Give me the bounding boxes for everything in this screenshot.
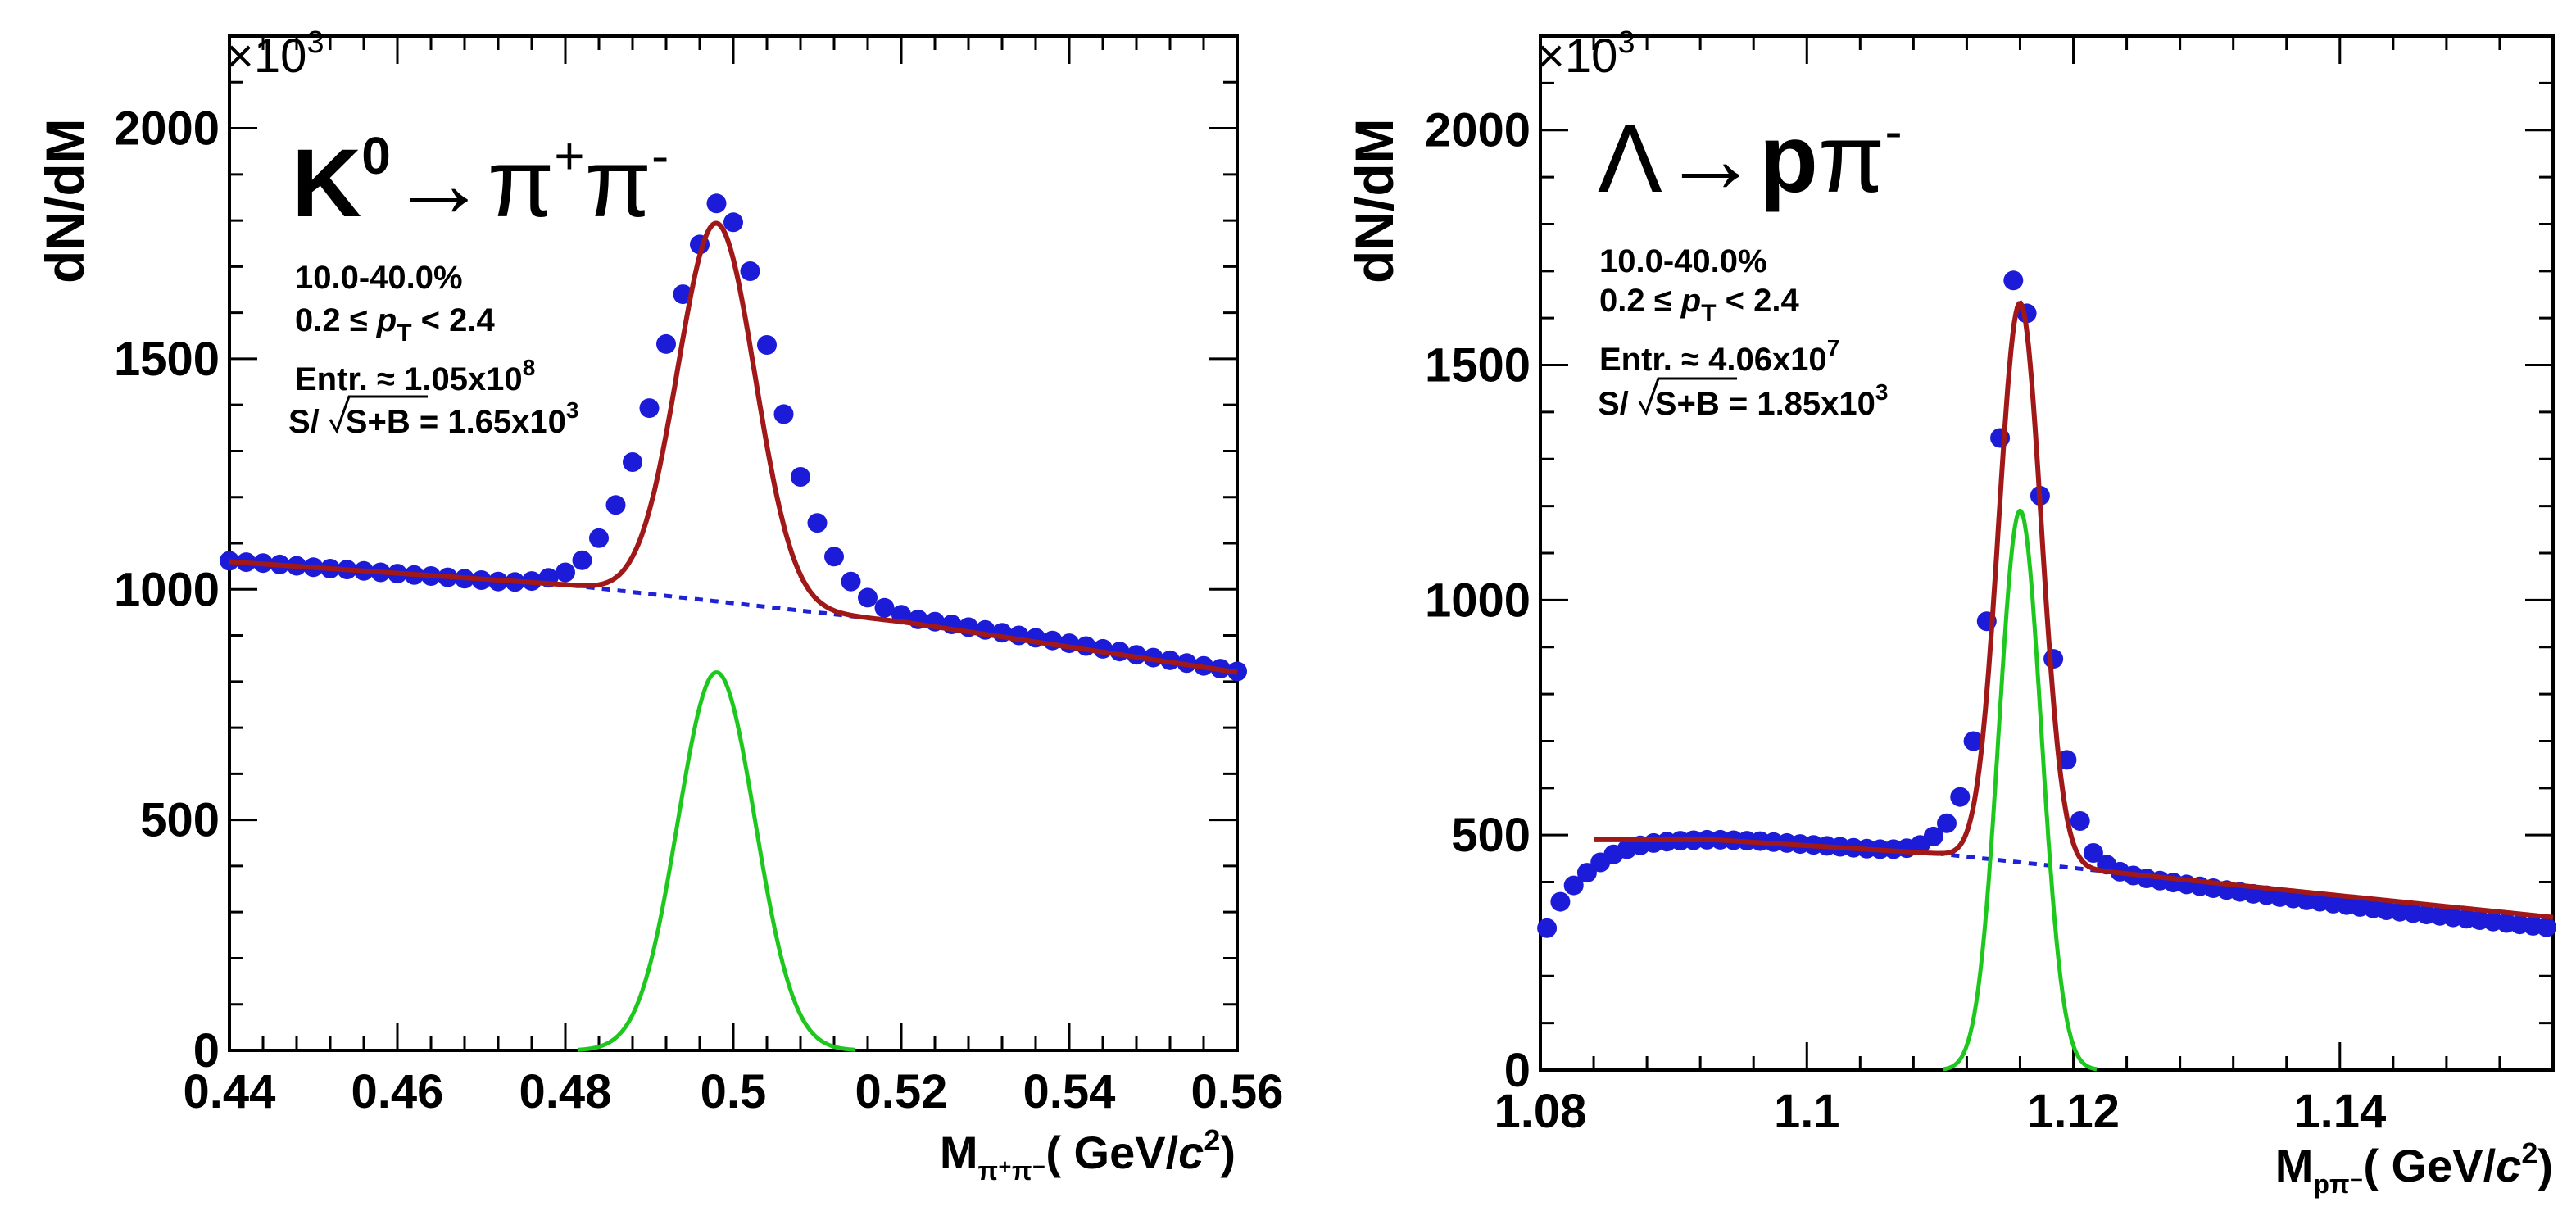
y-tick-label: 0: [1504, 1044, 1531, 1097]
significance-label: S/S+B = 1.85x103: [1598, 377, 1889, 422]
y-tick-label: 0: [193, 1024, 220, 1077]
fit-curves: [229, 560, 1238, 1052]
data-point: [639, 398, 660, 419]
y-tick-label: 1500: [114, 333, 220, 386]
data-point: [572, 550, 592, 570]
data-point: [791, 467, 810, 487]
x-tick-labels: 1.08 1.1 1.12 1.14: [1494, 1085, 2387, 1138]
centrality-label: 10.0-40.0%: [1599, 243, 1767, 279]
y-tick-label: 1500: [1425, 339, 1531, 392]
x-tick-label: 1.12: [2027, 1085, 2120, 1138]
y-multiplier: ×103: [226, 25, 324, 83]
panel-lambda: 1.08 1.1 1.12 1.14 0 500 1000 1500 2000 ×103 dN…: [1344, 25, 2556, 1199]
entries-label: Entr. ≈ 1.05x108: [295, 355, 535, 397]
data-point: [556, 562, 575, 583]
sqrt-sign: [329, 395, 428, 434]
y-tick-labels: 0 500 1000 1500 2000: [1425, 104, 1531, 1097]
data-point: [1937, 813, 1957, 833]
y-axis-label: dN/dM: [34, 118, 95, 283]
data-point: [706, 193, 727, 214]
x-tick-label: 0.54: [1023, 1065, 1116, 1118]
y-multiplier: ×103: [1537, 25, 1635, 83]
data-point: [2003, 270, 2024, 291]
x-tick-label: 0.52: [855, 1065, 948, 1118]
y-tick-label: 500: [1451, 809, 1531, 862]
x-tick-label: 0.46: [351, 1065, 444, 1118]
pt-range-label: 0.2 ≤ pT < 2.4: [295, 302, 496, 347]
x-tick-label: 0.56: [1191, 1065, 1284, 1118]
data-point: [589, 528, 609, 548]
frame: [228, 34, 1239, 1052]
data-point: [824, 547, 844, 567]
signal-gaussian-line: [1943, 508, 2098, 1072]
y-tick-label: 1000: [1425, 574, 1531, 627]
fit-curves: [1594, 508, 2554, 1072]
data-point: [656, 333, 676, 354]
x-tick-label: 1.08: [1494, 1085, 1587, 1138]
centrality-label: 10.0-40.0%: [295, 260, 463, 296]
data-point: [2070, 811, 2090, 831]
axis-ticks: [228, 34, 1237, 1052]
data-point: [623, 452, 642, 472]
y-tick-label: 500: [140, 794, 220, 847]
data-point: [757, 335, 777, 355]
data-points: [220, 193, 1247, 682]
data-point: [220, 551, 239, 571]
y-axis-label: dN/dM: [1344, 118, 1404, 283]
x-tick-label: 0.44: [184, 1065, 276, 1118]
total-fit-line: [1594, 300, 2554, 920]
svg-text:S/S+B = 1.65x103: S/S+B = 1.65x103: [288, 397, 579, 440]
data-point: [1963, 731, 1984, 751]
data-point: [1923, 826, 1943, 846]
entries-label: Entr. ≈ 4.06x107: [1599, 335, 1839, 378]
data-point: [1537, 918, 1558, 938]
data-point: [858, 587, 878, 608]
x-tick-label: 1.14: [2293, 1085, 2386, 1138]
pt-range-label: 0.2 ≤ pT < 2.4: [1599, 283, 1800, 327]
data-point: [841, 571, 861, 592]
x-tick-label: 1.1: [1774, 1085, 1840, 1138]
data-point: [874, 597, 895, 618]
data-point: [773, 404, 794, 424]
data-points: [1537, 270, 2556, 938]
sqrt-sign: [1638, 377, 1737, 416]
data-point: [1576, 863, 1597, 883]
data-point: [807, 513, 828, 533]
data-point: [1550, 891, 1571, 912]
x-axis-label: Mpπ⁻( GeV/c2): [2275, 1136, 2553, 1199]
data-point: [740, 261, 760, 281]
data-point: [1950, 787, 1971, 807]
x-tick-label: 0.48: [519, 1065, 612, 1118]
y-tick-labels: 0 500 1000 1500 2000: [114, 102, 220, 1077]
data-point: [1563, 875, 1584, 896]
total-fit-line: [229, 220, 1238, 675]
x-axis-label: Mπ⁺π⁻( GeV/c2): [940, 1123, 1236, 1186]
x-tick-label: 0.5: [701, 1065, 767, 1118]
signal-gaussian-line: [577, 670, 856, 1052]
y-tick-label: 2000: [114, 102, 220, 156]
axis-ticks: [1539, 34, 2553, 1072]
y-tick-label: 2000: [1425, 104, 1531, 157]
data-point: [2536, 917, 2556, 937]
x-tick-labels: 0.44 0.46 0.48 0.5 0.52 0.54 0.56: [184, 1065, 1284, 1118]
data-point: [2083, 843, 2103, 863]
panel-k0: 0.44 0.46 0.48 0.5 0.52 0.54 0.56 0 500 1000 1500…: [34, 25, 1283, 1186]
decay-title: Λ→pπ-: [1598, 102, 1903, 213]
data-point: [605, 495, 626, 515]
y-tick-label: 1000: [114, 563, 220, 616]
data-point: [723, 212, 743, 233]
data-point: [2043, 649, 2064, 669]
svg-text:S/S+B = 1.85x103: S/S+B = 1.85x103: [1598, 379, 1889, 422]
significance-label: S/S+B = 1.65x103: [288, 395, 579, 440]
decay-title: K0→π+π-: [292, 126, 669, 238]
